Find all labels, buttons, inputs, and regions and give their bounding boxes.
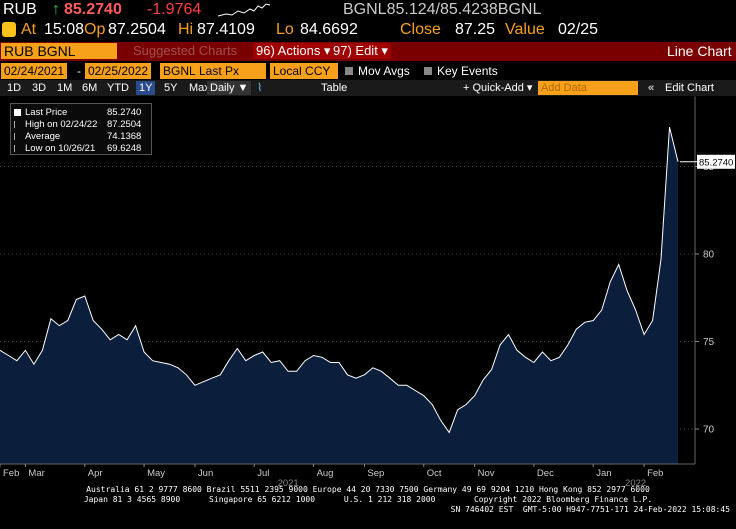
- key-events[interactable]: Key Events: [437, 64, 498, 78]
- suggested-charts[interactable]: Suggested Charts: [133, 43, 238, 58]
- legend-value: 74.1368: [107, 131, 142, 142]
- low: 84.6692: [300, 21, 358, 38]
- value-date: 02/25: [558, 21, 599, 38]
- legend-label: Last Price: [25, 107, 68, 118]
- legend-swatch: [14, 121, 22, 128]
- checkbox[interactable]: [424, 67, 432, 75]
- legend-value: 85.2740: [107, 107, 142, 118]
- open: 87.2504: [108, 21, 166, 38]
- x-tick-label: Jun: [198, 468, 213, 479]
- table-button[interactable]: Table: [321, 82, 348, 94]
- period-button[interactable]: 1M: [57, 82, 73, 94]
- y-tick-label: 80: [703, 250, 715, 261]
- at-label: At: [21, 21, 37, 38]
- open-label: Op: [84, 21, 106, 38]
- legend-label: Low on 10/26/21: [25, 143, 96, 154]
- view-title: Line Chart: [667, 43, 732, 59]
- legend-value: 69.6248: [107, 143, 142, 154]
- add-data[interactable]: Add Data: [538, 81, 638, 95]
- x-tick-label: Sep: [367, 468, 384, 479]
- x-tick-label: Oct: [427, 468, 442, 479]
- y-tick-label: 75: [703, 337, 715, 348]
- footer-line: SN 746402 EST GMT-5:00 H947-7751-171 24-…: [450, 505, 730, 514]
- frequency[interactable]: Daily ▼: [207, 81, 252, 95]
- checkbox[interactable]: [345, 67, 353, 75]
- legend-label: High on 02/24/22: [25, 119, 98, 130]
- ticker: RUB: [3, 1, 37, 18]
- price: 85.2740: [64, 1, 122, 18]
- x-tick-label: Aug: [317, 468, 334, 479]
- sparkline: [218, 3, 271, 17]
- footer-line: Japan 81 3 4565 8900 Singapore 65 6212 1…: [83, 495, 653, 504]
- actions-menu[interactable]: 96) Actions ▾: [253, 43, 334, 59]
- legend-swatch: [14, 133, 22, 140]
- currency-input[interactable]: Local CCY: [270, 63, 338, 79]
- legend-swatch: [14, 145, 22, 152]
- time: 15:08: [44, 21, 85, 38]
- x-tick-label: Mar: [28, 468, 44, 479]
- last-price-label: 85.2740: [699, 157, 733, 168]
- legend-label: Average: [25, 131, 61, 142]
- chart-icon[interactable]: ⌇: [257, 82, 263, 94]
- high-label: Hi: [178, 21, 194, 38]
- date-separator: -: [77, 64, 81, 78]
- quote: BGNL85.124/85.4238BGNL: [343, 1, 542, 18]
- period-button[interactable]: 3D: [32, 82, 47, 94]
- legend-swatch: [14, 109, 21, 116]
- x-tick-label: Jan: [596, 468, 611, 479]
- period-button[interactable]: YTD: [107, 82, 129, 94]
- end-date[interactable]: 02/25/2022: [85, 63, 152, 79]
- y-tick-label: 70: [703, 425, 715, 436]
- area: [0, 127, 678, 464]
- x-year-label: 2021: [278, 478, 299, 489]
- start-date[interactable]: 02/24/2021: [1, 63, 68, 79]
- period-button[interactable]: 6M: [82, 82, 98, 94]
- period-button[interactable]: 1Y: [136, 81, 156, 95]
- period-button[interactable]: 1D: [7, 82, 22, 94]
- edit-menu[interactable]: 97) Edit ▾: [330, 43, 391, 59]
- field-input[interactable]: Last Px: [196, 63, 266, 79]
- period-button[interactable]: Max: [189, 82, 210, 94]
- quick-add[interactable]: + Quick-Add ▾: [463, 82, 533, 94]
- x-tick-label: Jul: [257, 468, 269, 479]
- up-arrow: ↑: [52, 1, 60, 18]
- change: -1.9764: [147, 1, 202, 18]
- period-button[interactable]: 5Y: [164, 82, 178, 94]
- source-input[interactable]: BGNL: [160, 63, 199, 79]
- x-tick-label: Apr: [88, 468, 103, 479]
- close: 87.25: [455, 21, 496, 38]
- legend-value: 87.2504: [107, 119, 142, 130]
- x-tick-label: May: [147, 468, 165, 479]
- x-tick-label: Feb: [3, 468, 19, 479]
- x-tick-label: Dec: [537, 468, 554, 479]
- legend: Last Price 85.2740 High on 02/24/22 87.2504…: [10, 103, 152, 155]
- value-label: Value: [505, 21, 545, 38]
- mov-avgs[interactable]: Mov Avgs: [358, 64, 410, 78]
- x-tick-label: Nov: [478, 468, 495, 479]
- footer-line: Australia 61 2 9777 8600 Brazil 5511 239…: [86, 485, 650, 494]
- edit-chart[interactable]: Edit Chart: [665, 82, 714, 94]
- x-tick-label: Feb: [647, 468, 663, 479]
- collapse[interactable]: «: [648, 82, 655, 94]
- last-price-box: [697, 154, 735, 169]
- low-label: Lo: [276, 21, 294, 38]
- close-label: Close: [400, 21, 441, 38]
- alert-icon[interactable]: [2, 22, 16, 37]
- x-year-label: 2022: [625, 478, 646, 489]
- high: 87.4109: [197, 21, 255, 38]
- line: [0, 126, 679, 434]
